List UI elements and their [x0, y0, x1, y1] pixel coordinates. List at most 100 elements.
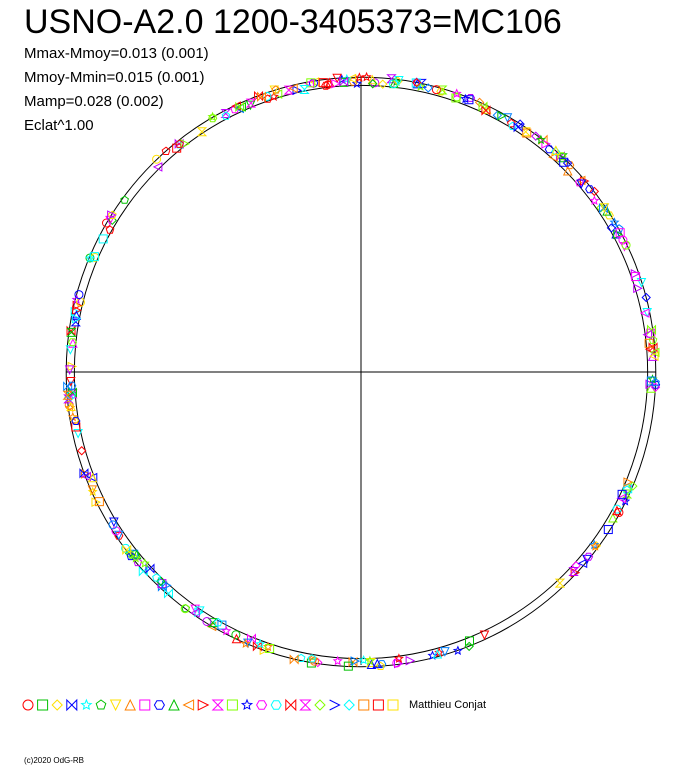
observation-point — [180, 604, 190, 614]
observation-point — [235, 101, 245, 113]
observation-point — [162, 580, 172, 591]
observation-point — [208, 114, 218, 123]
observation-point — [589, 539, 600, 550]
observation-point — [163, 588, 173, 599]
observation-point — [318, 78, 328, 88]
stat-mamp: Mamp=0.028 (0.002) — [24, 93, 164, 110]
observation-point — [432, 648, 443, 659]
observation-point — [394, 76, 404, 86]
observation-point — [202, 616, 212, 626]
observation-point — [71, 417, 81, 425]
observation-point — [339, 76, 349, 87]
observation-point — [502, 113, 513, 123]
observation-point — [190, 608, 200, 618]
observation-point — [639, 308, 650, 318]
observation-point — [364, 655, 376, 666]
stats-block: Mmax-Mmoy=0.013 (0.001) Mmoy-Mmin=0.015 … — [24, 42, 209, 138]
observation-point — [585, 185, 595, 194]
observation-point — [126, 551, 136, 561]
observation-point — [575, 177, 584, 187]
observation-point — [405, 655, 416, 666]
observation-point — [541, 139, 552, 149]
legend-symbol — [51, 699, 63, 711]
observation-point — [155, 576, 166, 587]
observation-point — [346, 73, 357, 84]
observation-point — [437, 85, 448, 95]
observation-point — [271, 85, 281, 94]
legend-symbol — [211, 699, 225, 711]
observation-point — [452, 645, 463, 656]
observation-point — [388, 79, 398, 89]
observation-point — [372, 658, 383, 669]
observation-point — [506, 118, 516, 128]
observation-point — [313, 657, 323, 668]
observation-point — [615, 228, 625, 238]
observation-point — [351, 78, 362, 89]
observation-point — [513, 121, 523, 133]
observation-point — [231, 633, 242, 644]
observation-point — [431, 85, 441, 95]
observation-point — [323, 80, 333, 89]
observation-point — [451, 93, 461, 103]
observation-point — [108, 520, 118, 530]
observation-point — [551, 145, 561, 155]
observation-point — [66, 327, 77, 337]
observation-point — [584, 552, 594, 561]
observation-point — [243, 638, 253, 649]
observation-point — [612, 505, 622, 516]
observation-point — [590, 541, 601, 551]
observation-point — [378, 79, 388, 89]
observation-point — [557, 152, 567, 161]
observation-point — [107, 210, 117, 220]
observation-point — [94, 497, 104, 507]
observation-point — [550, 146, 561, 157]
observation-point — [331, 78, 341, 89]
observation-point — [614, 224, 624, 233]
observation-point — [254, 90, 264, 102]
observation-point — [122, 544, 132, 555]
observation-point — [332, 73, 342, 84]
observation-point — [440, 647, 450, 657]
observation-point — [609, 217, 620, 227]
observation-point — [73, 428, 83, 439]
observation-point — [648, 342, 658, 353]
observation-point — [194, 606, 205, 616]
observation-point — [130, 553, 141, 563]
observation-point — [246, 633, 256, 644]
observation-point — [614, 508, 624, 518]
observation-point — [548, 152, 558, 162]
observation-point — [257, 91, 267, 102]
observation-point — [535, 134, 546, 145]
legend-symbol — [256, 700, 268, 710]
legend-symbol — [197, 699, 210, 711]
observation-point — [423, 83, 433, 93]
observation-point — [152, 162, 163, 172]
observation-point — [577, 558, 588, 569]
observation-point — [289, 654, 299, 665]
observation-point — [64, 400, 74, 410]
observation-point — [641, 292, 651, 303]
observation-point — [145, 563, 155, 574]
observation-point — [343, 661, 353, 671]
observation-point — [245, 98, 257, 108]
observation-point — [350, 656, 361, 666]
legend-symbol — [314, 699, 326, 711]
observation-point — [107, 210, 117, 219]
legend-symbol — [358, 699, 370, 711]
observation-point — [255, 638, 266, 649]
observation-point — [582, 554, 592, 565]
observation-point — [620, 496, 631, 506]
observation-point — [646, 376, 656, 386]
observation-point — [64, 365, 75, 375]
observation-point — [259, 645, 270, 655]
legend-symbol — [153, 700, 165, 710]
observation-point — [62, 390, 73, 400]
observation-point — [606, 223, 617, 233]
legend-symbol — [182, 699, 195, 711]
observation-point — [79, 468, 89, 479]
observation-point — [464, 636, 474, 646]
observation-point — [152, 573, 161, 582]
observation-point — [367, 74, 378, 85]
observation-point — [642, 329, 653, 340]
